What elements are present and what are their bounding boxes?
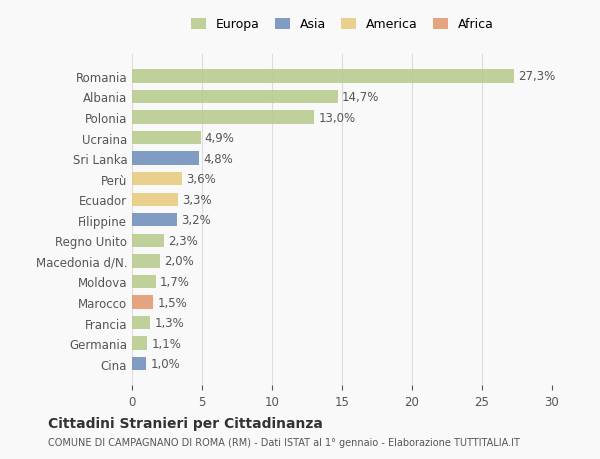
Text: 27,3%: 27,3% [518, 70, 556, 83]
Text: 1,3%: 1,3% [154, 316, 184, 330]
Bar [132, 316, 150, 330]
Text: 4,8%: 4,8% [203, 152, 233, 165]
Legend: Europa, Asia, America, Africa: Europa, Asia, America, Africa [191, 18, 493, 31]
Text: 3,6%: 3,6% [187, 173, 217, 186]
Bar [132, 255, 160, 268]
Bar [132, 70, 514, 84]
Bar [132, 275, 156, 289]
Text: 2,0%: 2,0% [164, 255, 194, 268]
Bar [132, 193, 178, 207]
Text: 3,3%: 3,3% [182, 193, 212, 206]
Text: 3,2%: 3,2% [181, 214, 211, 227]
Bar [132, 152, 199, 165]
Text: 2,3%: 2,3% [169, 235, 198, 247]
Text: 13,0%: 13,0% [318, 111, 355, 124]
Text: 1,5%: 1,5% [157, 296, 187, 309]
Text: 4,9%: 4,9% [205, 132, 235, 145]
Bar [132, 234, 164, 247]
Text: 14,7%: 14,7% [342, 91, 379, 104]
Bar [132, 357, 146, 370]
Bar [132, 213, 177, 227]
Bar [132, 132, 200, 145]
Bar [132, 90, 338, 104]
Text: 1,1%: 1,1% [152, 337, 181, 350]
Text: COMUNE DI CAMPAGNANO DI ROMA (RM) - Dati ISTAT al 1° gennaio - Elaborazione TUTT: COMUNE DI CAMPAGNANO DI ROMA (RM) - Dati… [48, 437, 520, 447]
Bar [132, 337, 148, 350]
Bar [132, 111, 314, 124]
Bar [132, 173, 182, 186]
Text: 1,7%: 1,7% [160, 275, 190, 288]
Text: 1,0%: 1,0% [150, 358, 180, 370]
Text: Cittadini Stranieri per Cittadinanza: Cittadini Stranieri per Cittadinanza [48, 416, 323, 430]
Bar [132, 296, 153, 309]
